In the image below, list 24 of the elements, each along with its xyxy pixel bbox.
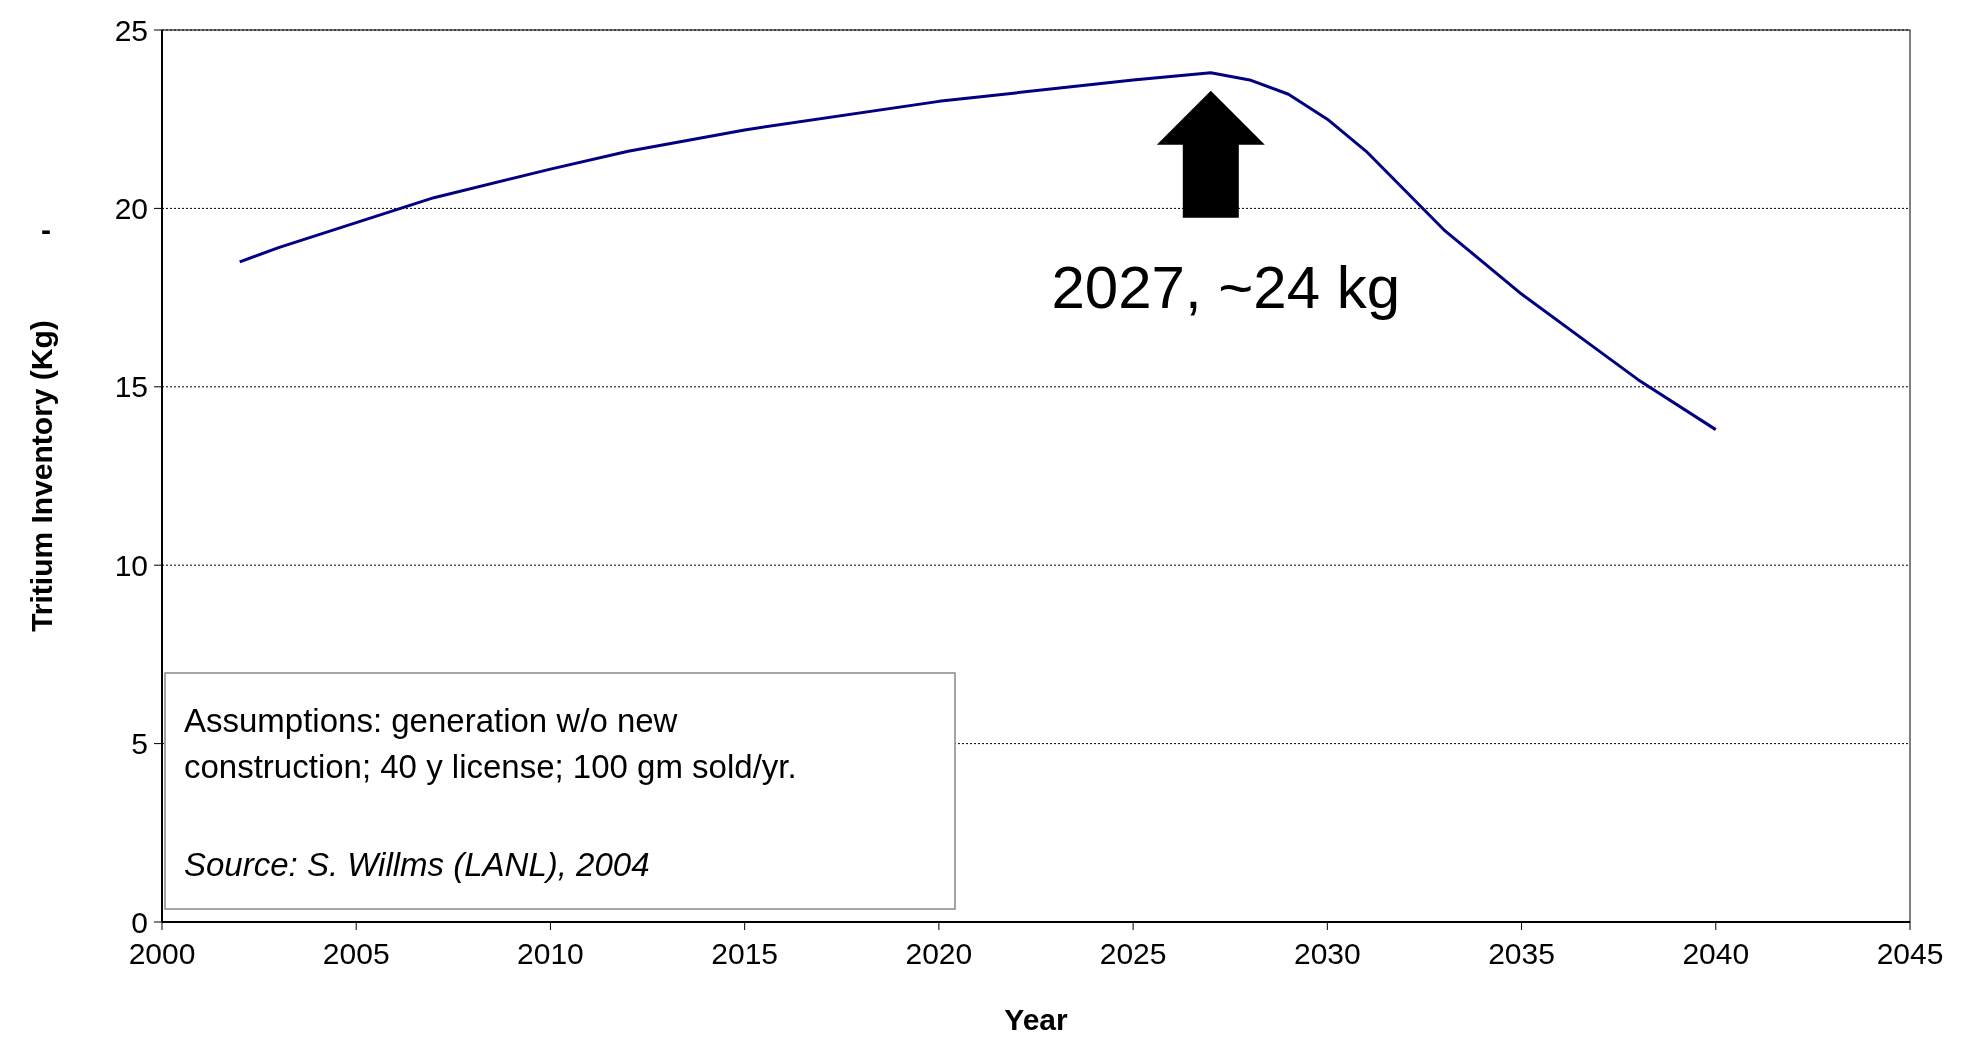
y-axis-title: Tritium Inventory (Kg) [25, 320, 58, 632]
x-tick-label: 2005 [322, 937, 390, 970]
annotation: 2027, ~24 kg [1051, 253, 1401, 321]
text: - [41, 213, 51, 246]
y-tick-label: 20 [114, 191, 148, 225]
y-tick-label: 25 [114, 13, 148, 47]
x-tick-label: 2040 [1682, 937, 1750, 970]
x-tick-label: 2020 [905, 937, 973, 970]
x-tick-label: 2035 [1488, 937, 1555, 970]
text-box: Assumptions: generation w/o new construction; 40 y license; 100 gm sold/yr. Source: S. Willms (LANL), 2004 [164, 672, 956, 910]
x-tick-label: 2030 [1293, 937, 1361, 970]
line-series [238, 71, 1718, 432]
x-tick-label: 2045 [1876, 937, 1944, 970]
x-tick-label: 2000 [128, 937, 196, 970]
annotation: Assumptions: generation w/o new construction; 40 y license; 100 gm sold/yr. [184, 702, 797, 785]
y-tick-label: 10 [114, 548, 148, 582]
y-tick-label: 5 [131, 727, 148, 761]
x-tick-label: 2010 [517, 937, 584, 970]
x-tick-label: 2025 [1099, 937, 1167, 970]
x-axis-title: Year [1004, 1003, 1069, 1036]
y-tick-label: 0 [131, 905, 148, 939]
y-tick-label: 15 [114, 370, 148, 404]
x-tick-label: 2015 [711, 937, 779, 970]
annotation: Source: S. Willms (LANL), 2004 [184, 846, 650, 883]
